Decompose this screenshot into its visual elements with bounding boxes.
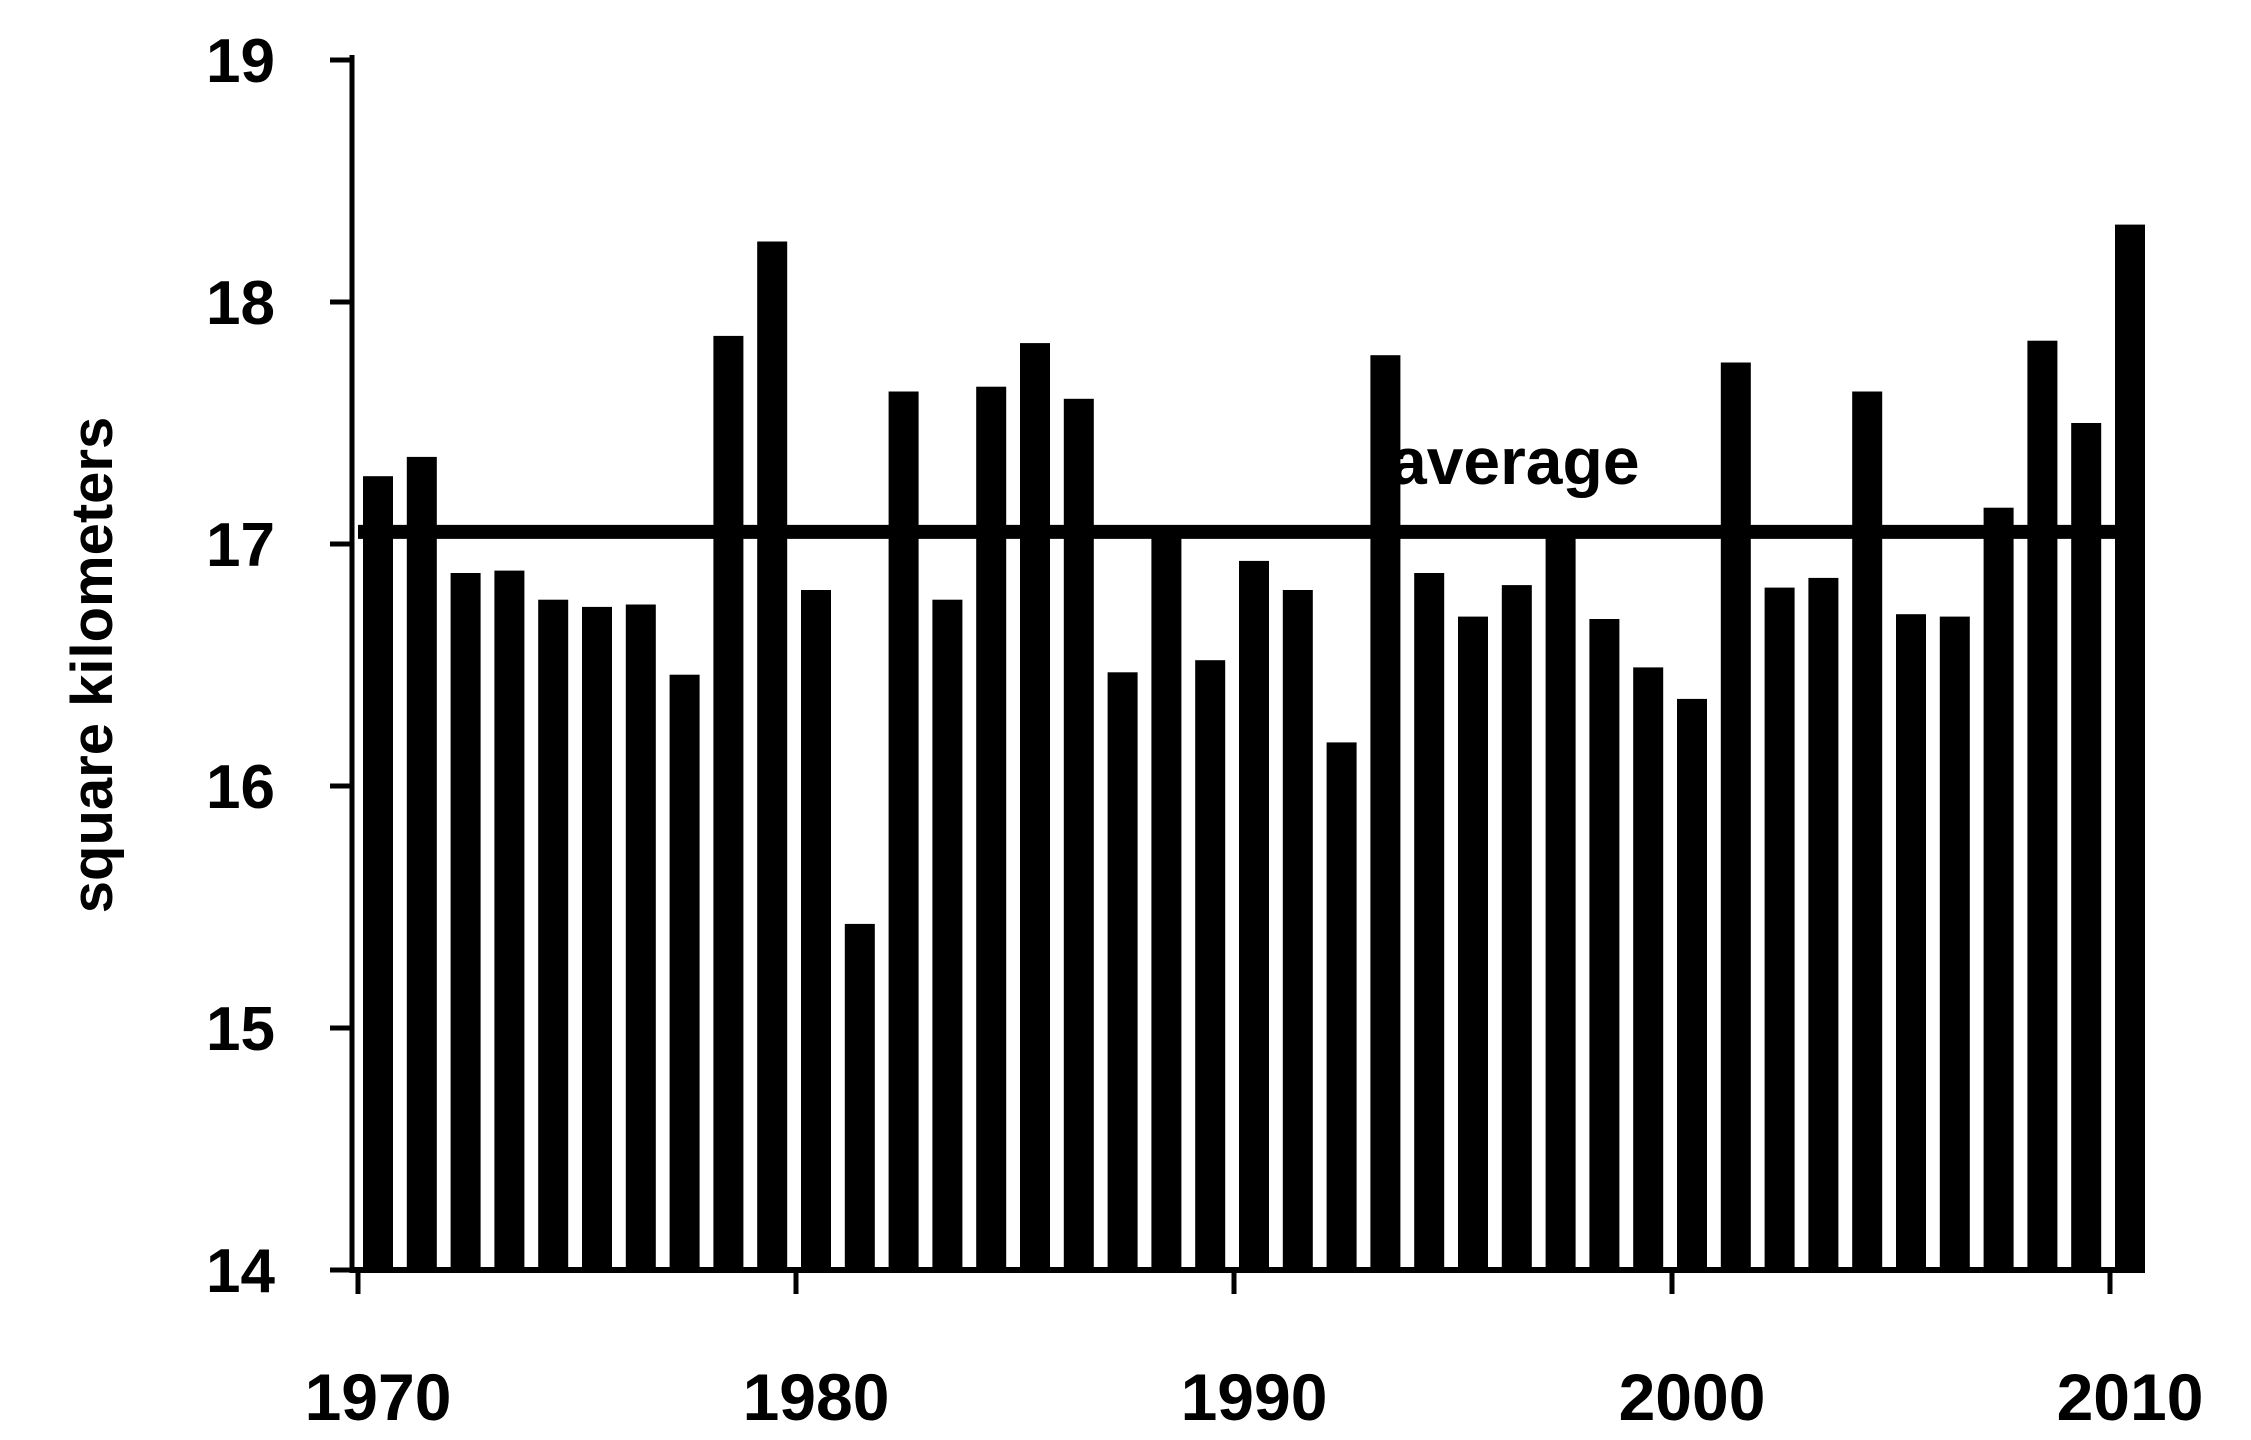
bar-2002 xyxy=(1764,587,1795,1270)
bar-1971 xyxy=(406,456,437,1270)
x-tick-label-1970: 1970 xyxy=(305,1360,452,1434)
bar-1983 xyxy=(932,599,963,1270)
bar-1997 xyxy=(1545,531,1576,1270)
x-tick-label-1990: 1990 xyxy=(1181,1360,1328,1434)
labels-layer: 14 15 16 17 18 19 1970 1980 1990 2000 2010 xyxy=(206,27,2203,1434)
bar-1973 xyxy=(494,570,525,1270)
bar-1990 xyxy=(1239,560,1269,1270)
bar-1984 xyxy=(976,386,1007,1270)
y-tick-label-14: 14 xyxy=(206,1237,275,1306)
x-tick-label-2000: 2000 xyxy=(1619,1360,1766,1434)
bar-2003 xyxy=(1808,577,1839,1270)
average-label: average xyxy=(1390,424,1640,498)
bar-1989 xyxy=(1195,660,1226,1270)
bar-1981 xyxy=(844,923,875,1270)
bar-1985 xyxy=(1020,343,1050,1271)
bar-1972 xyxy=(450,573,481,1270)
bar-1996 xyxy=(1501,585,1532,1270)
axes-layer xyxy=(330,55,2145,1294)
bar-1977 xyxy=(669,674,700,1270)
bar-1993 xyxy=(1370,355,1401,1270)
x-tick-label-2010: 2010 xyxy=(2057,1360,2204,1434)
bar-2009 xyxy=(2071,423,2102,1270)
bar-1999 xyxy=(1633,667,1664,1270)
bar-1991 xyxy=(1282,590,1313,1270)
average-layer: average xyxy=(358,424,2140,539)
bar-1988 xyxy=(1151,531,1182,1270)
y-tick-label-19: 19 xyxy=(206,27,275,96)
y-axis-title: square kilometers xyxy=(60,417,125,913)
bar-1998 xyxy=(1589,619,1620,1270)
bar-1975 xyxy=(582,606,612,1270)
bar-2006 xyxy=(1939,616,1970,1270)
bar-1976 xyxy=(625,604,656,1270)
bar-2010 xyxy=(2115,224,2145,1271)
bar-2007 xyxy=(1983,507,2014,1270)
bar-1994 xyxy=(1414,573,1445,1270)
y-tick-label-17: 17 xyxy=(206,511,275,580)
bar-2004 xyxy=(1852,391,1883,1270)
bar-2005 xyxy=(1896,614,1926,1270)
bar-1992 xyxy=(1326,742,1357,1270)
x-tick-label-1980: 1980 xyxy=(743,1360,890,1434)
y-tick-label-15: 15 xyxy=(206,995,275,1064)
bar-1974 xyxy=(538,599,569,1270)
bar-1982 xyxy=(888,391,919,1270)
bars-layer xyxy=(363,224,2145,1271)
bar-1986 xyxy=(1063,398,1094,1270)
y-tick-label-18: 18 xyxy=(206,269,275,338)
bar-2008 xyxy=(2027,340,2058,1270)
bar-1980 xyxy=(801,590,831,1270)
bar-1995 xyxy=(1458,616,1488,1270)
bar-1978 xyxy=(713,335,744,1270)
bar-1979 xyxy=(757,241,788,1270)
bar-1987 xyxy=(1107,672,1138,1270)
bar-2001 xyxy=(1720,362,1751,1270)
bar-2000 xyxy=(1677,698,1707,1270)
y-tick-label-16: 16 xyxy=(206,753,275,822)
bar-1970 xyxy=(363,476,393,1270)
